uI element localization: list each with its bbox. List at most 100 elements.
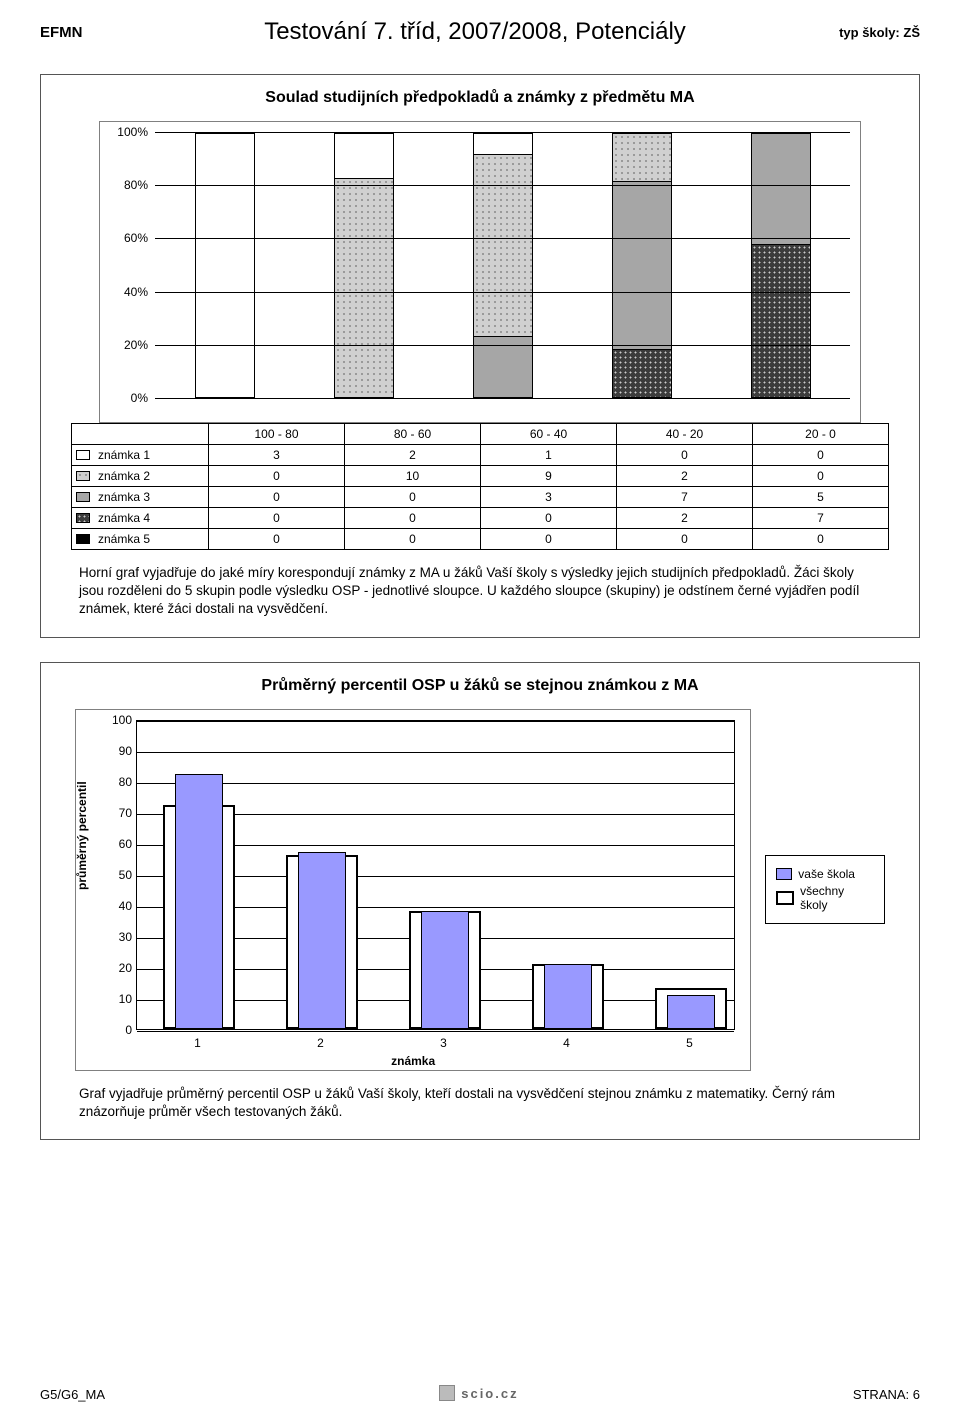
chart2-xtick: 3 xyxy=(440,1036,447,1050)
table-cell: 9 xyxy=(481,466,617,487)
table-cell: 5 xyxy=(753,487,889,508)
stacked-bar xyxy=(751,132,811,398)
stacked-chart-title: Soulad studijních předpokladů a známky z… xyxy=(59,89,901,107)
chart2-ytick: 70 xyxy=(106,806,132,820)
caption-2: Graf vyjadřuje průměrný percentil OSP u … xyxy=(59,1085,901,1121)
chart2-bar-school xyxy=(667,995,715,1029)
table-cell: 0 xyxy=(209,508,345,529)
stacked-bar xyxy=(473,132,533,398)
chart2-bar-school xyxy=(421,911,469,1029)
table-cell: 7 xyxy=(617,487,753,508)
table-cell: 0 xyxy=(753,529,889,550)
footer-left: G5/G6_MA xyxy=(40,1387,105,1402)
stacked-segment xyxy=(752,133,810,244)
stacked-segment xyxy=(335,178,393,397)
panel-stacked-chart: Soulad studijních předpokladů a známky z… xyxy=(40,74,920,638)
legend-swatch-b xyxy=(776,891,794,905)
stacked-chart-frame: 0% 20% 40% 60% 80% 100% xyxy=(99,121,861,423)
chart2-ytick: 90 xyxy=(106,744,132,758)
table-cell: 0 xyxy=(345,508,481,529)
page-header: EFMN Testování 7. tříd, 2007/2008, Poten… xyxy=(40,18,920,46)
chart2-ytick: 100 xyxy=(106,713,132,727)
stacked-segment xyxy=(474,154,532,336)
chart2-frame: průměrný percentil známka 0 10 20 30 40 50 60 7… xyxy=(75,709,751,1071)
chart2-ytick: 0 xyxy=(106,1023,132,1037)
chart2-bar-school xyxy=(175,774,223,1028)
footer-right: STRANA: 6 xyxy=(853,1387,920,1402)
chart2-xtick: 4 xyxy=(563,1036,570,1050)
table-cell: 0 xyxy=(617,445,753,466)
chart2-ytick: 40 xyxy=(106,899,132,913)
chart2-ytick: 30 xyxy=(106,930,132,944)
page-footer: G5/G6_MA scio.cz STRANA: 6 xyxy=(40,1385,920,1404)
table-col-header: 80 - 60 xyxy=(345,424,481,445)
stacked-bar xyxy=(612,132,672,398)
table-row-label: známka 1 xyxy=(72,445,209,466)
stacked-ytick: 100% xyxy=(100,125,148,139)
stacked-ytick: 60% xyxy=(100,231,148,245)
stacked-segment xyxy=(196,133,254,397)
footer-center: scio.cz xyxy=(105,1385,853,1404)
table-cell: 2 xyxy=(345,445,481,466)
caption-1: Horní graf vyjadřuje do jaké míry koresp… xyxy=(59,564,901,619)
legend-swatch-a xyxy=(776,868,792,880)
table-cell: 0 xyxy=(209,487,345,508)
chart2-ytick: 60 xyxy=(106,837,132,851)
table-row: známka 300375 xyxy=(72,487,889,508)
chart2-legend: vaše škola všechny školy xyxy=(765,855,885,924)
table-cell: 0 xyxy=(753,445,889,466)
panel-percentile-chart: Průměrný percentil OSP u žáků se stejnou… xyxy=(40,662,920,1140)
table-cell: 3 xyxy=(209,445,345,466)
chart2-xtick: 2 xyxy=(317,1036,324,1050)
chart2-plot xyxy=(136,720,735,1030)
table-col-header: 40 - 20 xyxy=(617,424,753,445)
table-row-label: známka 5 xyxy=(72,529,209,550)
scio-logo-icon xyxy=(439,1385,455,1401)
chart2-xlabel: známka xyxy=(76,1054,750,1068)
chart2-ytick: 20 xyxy=(106,961,132,975)
chart2-xtick: 5 xyxy=(686,1036,693,1050)
table-cell: 0 xyxy=(481,508,617,529)
stacked-segment xyxy=(613,349,671,397)
legend-label-a: vaše škola xyxy=(798,867,855,881)
table-row: známka 500000 xyxy=(72,529,889,550)
chart2-ytick: 50 xyxy=(106,868,132,882)
header-schooltype: typ školy: ZŠ xyxy=(800,25,920,40)
header-code: EFMN xyxy=(40,24,150,41)
stacked-bar xyxy=(195,132,255,398)
table-cell: 7 xyxy=(753,508,889,529)
table-cell: 0 xyxy=(753,466,889,487)
stacked-ytick: 0% xyxy=(100,391,148,405)
chart2-ytick: 80 xyxy=(106,775,132,789)
table-row: známka 400027 xyxy=(72,508,889,529)
chart2-title: Průměrný percentil OSP u žáků se stejnou… xyxy=(59,677,901,695)
table-cell: 0 xyxy=(209,466,345,487)
stacked-chart-plot xyxy=(155,132,850,398)
chart2-ylabel: průměrný percentil xyxy=(75,781,89,890)
table-cell: 2 xyxy=(617,508,753,529)
table-cell: 0 xyxy=(345,487,481,508)
table-cell: 0 xyxy=(481,529,617,550)
table-cell: 2 xyxy=(617,466,753,487)
table-cell: 0 xyxy=(209,529,345,550)
stacked-segment xyxy=(613,181,671,350)
stacked-ytick: 80% xyxy=(100,178,148,192)
table-row: známka 2010920 xyxy=(72,466,889,487)
chart2-xtick: 1 xyxy=(194,1036,201,1050)
chart2-ytick: 10 xyxy=(106,992,132,1006)
table-col-header: 20 - 0 xyxy=(753,424,889,445)
table-cell: 3 xyxy=(481,487,617,508)
stacked-segment xyxy=(474,133,532,154)
chart2-bar-school xyxy=(544,964,592,1029)
table-col-header: 100 - 80 xyxy=(209,424,345,445)
chart2-bar-school xyxy=(298,852,346,1029)
legend-label-b: všechny školy xyxy=(800,884,874,912)
table-row-label: známka 4 xyxy=(72,508,209,529)
stacked-ytick: 20% xyxy=(100,338,148,352)
stacked-segment xyxy=(335,133,393,178)
stacked-segment xyxy=(752,244,810,397)
stacked-data-table: 100 - 8080 - 6060 - 4040 - 2020 - 0 znám… xyxy=(71,423,889,550)
stacked-bar xyxy=(334,132,394,398)
table-col-header: 60 - 40 xyxy=(481,424,617,445)
stacked-ytick: 40% xyxy=(100,285,148,299)
